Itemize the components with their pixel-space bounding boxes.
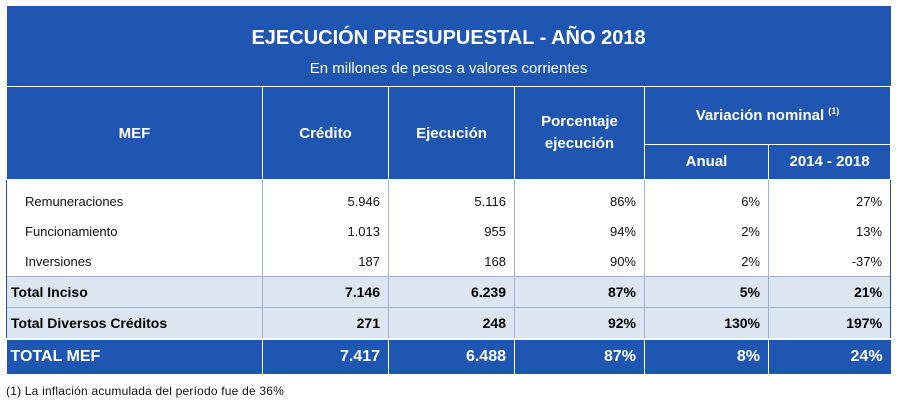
total-porcentaje: 87% xyxy=(515,277,645,308)
table-subtitle: En millones de pesos a valores corriente… xyxy=(7,50,891,87)
header-credito: Crédito xyxy=(263,87,389,180)
total-mef-porcentaje: 87% xyxy=(515,339,645,374)
total-porcentaje: 92% xyxy=(515,308,645,340)
total-mef-row: TOTAL MEF 7.417 6.488 87% 8% 24% xyxy=(7,339,891,374)
header-variacion-footnote-ref: (1) xyxy=(828,106,839,116)
table-title: EJECUCIÓN PRESUPUESTAL - AÑO 2018 xyxy=(7,6,891,50)
total-anual: 130% xyxy=(645,308,769,340)
header-ejecucion: Ejecución xyxy=(389,87,515,180)
total-mef-anual: 8% xyxy=(645,339,769,374)
total-periodo: 197% xyxy=(769,308,891,340)
table-row: Inversiones 187 168 90% 2% -37% xyxy=(7,246,891,277)
row-label: Inversiones xyxy=(7,246,263,277)
header-periodo: 2014 - 2018 xyxy=(769,144,891,179)
cell-ejecucion: 955 xyxy=(389,216,515,246)
total-mef-periodo: 24% xyxy=(769,339,891,374)
cell-periodo: 13% xyxy=(769,216,891,246)
header-mef: MEF xyxy=(7,87,263,180)
cell-ejecucion: 168 xyxy=(389,246,515,277)
total-label: Total Inciso xyxy=(7,277,263,308)
cell-anual: 6% xyxy=(645,180,769,217)
table-row: Funcionamiento 1.013 955 94% 2% 13% xyxy=(7,216,891,246)
total-anual: 5% xyxy=(645,277,769,308)
cell-periodo: -37% xyxy=(769,246,891,277)
header-porcentaje-line1: Porcentaje xyxy=(541,113,618,130)
header-variacion-label: Variación nominal xyxy=(696,107,824,124)
cell-porcentaje: 94% xyxy=(515,216,645,246)
row-label: Funcionamiento xyxy=(7,216,263,246)
cell-anual: 2% xyxy=(645,216,769,246)
cell-porcentaje: 86% xyxy=(515,180,645,217)
cell-credito: 1.013 xyxy=(263,216,389,246)
header-porcentaje-line2: ejecución xyxy=(545,135,614,152)
total-mef-ejecucion: 6.488 xyxy=(389,339,515,374)
total-ejecucion: 6.239 xyxy=(389,277,515,308)
header-porcentaje: Porcentaje ejecución xyxy=(515,87,645,180)
cell-anual: 2% xyxy=(645,246,769,277)
total-mef-credito: 7.417 xyxy=(263,339,389,374)
row-label: Remuneraciones xyxy=(7,180,263,217)
total-row: Total Diversos Créditos 271 248 92% 130%… xyxy=(7,308,891,340)
table-row: Remuneraciones 5.946 5.116 86% 6% 27% xyxy=(7,180,891,217)
budget-table-container: EJECUCIÓN PRESUPUESTAL - AÑO 2018 En mil… xyxy=(6,6,890,374)
total-ejecucion: 248 xyxy=(389,308,515,340)
cell-porcentaje: 90% xyxy=(515,246,645,277)
cell-ejecucion: 5.116 xyxy=(389,180,515,217)
cell-periodo: 27% xyxy=(769,180,891,217)
cell-credito: 187 xyxy=(263,246,389,277)
total-credito: 7.146 xyxy=(263,277,389,308)
cell-credito: 5.946 xyxy=(263,180,389,217)
total-mef-label: TOTAL MEF xyxy=(7,339,263,374)
total-label: Total Diversos Créditos xyxy=(7,308,263,340)
header-variacion: Variación nominal (1) xyxy=(645,87,891,145)
total-row: Total Inciso 7.146 6.239 87% 5% 21% xyxy=(7,277,891,308)
header-anual: Anual xyxy=(645,144,769,179)
budget-table: EJECUCIÓN PRESUPUESTAL - AÑO 2018 En mil… xyxy=(6,6,891,374)
total-periodo: 21% xyxy=(769,277,891,308)
total-credito: 271 xyxy=(263,308,389,340)
footnote: (1) La inflación acumulada del período f… xyxy=(6,384,284,398)
